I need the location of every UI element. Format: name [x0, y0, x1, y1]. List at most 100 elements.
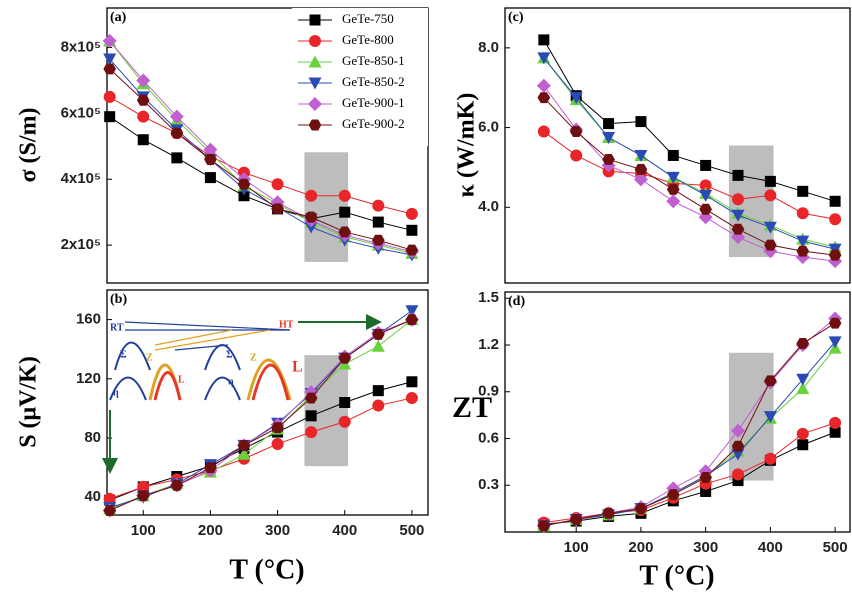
- inset-label: HT: [279, 319, 294, 330]
- inset-label: η: [113, 387, 119, 398]
- inset-line: [154, 329, 233, 346]
- marker: [797, 185, 809, 197]
- marker: [569, 514, 583, 526]
- marker: [666, 194, 681, 209]
- marker: [796, 337, 810, 349]
- marker: [405, 314, 419, 326]
- marker: [634, 503, 648, 515]
- marker: [796, 245, 810, 257]
- marker: [204, 154, 217, 165]
- marker: [829, 195, 841, 207]
- inset-line: [124, 321, 291, 331]
- inset-band: [204, 344, 241, 371]
- marker: [536, 78, 551, 93]
- marker: [634, 163, 648, 175]
- y-axis-label: ZT: [452, 391, 492, 424]
- marker: [204, 172, 216, 184]
- marker: [304, 211, 318, 223]
- panel-label: (c): [508, 10, 524, 25]
- marker: [828, 317, 842, 329]
- marker: [700, 485, 712, 497]
- marker: [137, 480, 150, 493]
- x-tick-label: 300: [693, 539, 718, 556]
- legend-label: GeTe-850-2: [342, 74, 405, 89]
- marker: [699, 189, 713, 202]
- marker: [103, 90, 116, 103]
- marker: [170, 127, 184, 139]
- marker: [305, 426, 318, 439]
- marker: [372, 199, 385, 212]
- legend-label: GeTe-800: [342, 32, 394, 47]
- legend-label: GeTe-900-1: [342, 95, 405, 110]
- marker: [305, 189, 318, 202]
- series-line: [109, 310, 413, 509]
- marker: [338, 189, 351, 202]
- marker: [732, 468, 745, 481]
- marker: [405, 207, 418, 220]
- marker: [666, 183, 680, 195]
- y-axis-label: κ (W/mK): [454, 93, 480, 198]
- marker: [569, 92, 583, 105]
- y-tick-label: 4.0: [478, 198, 499, 215]
- marker: [537, 125, 550, 138]
- marker: [170, 479, 184, 491]
- inset-label: Z: [250, 352, 257, 363]
- x-axis-label: T (°C): [229, 554, 304, 585]
- series-line: [109, 319, 413, 512]
- series-line: [543, 57, 836, 248]
- marker: [538, 34, 550, 46]
- marker: [635, 116, 647, 128]
- legend-marker: [309, 14, 321, 26]
- y-tick-label: 1.2: [478, 336, 499, 353]
- marker: [634, 149, 648, 162]
- y-tick-label: 6.0: [478, 119, 499, 136]
- inset-band: [153, 371, 182, 401]
- marker: [764, 175, 776, 187]
- x-tick-label: 500: [823, 539, 848, 556]
- inset-band: [109, 376, 147, 401]
- marker: [102, 33, 117, 48]
- marker: [339, 206, 351, 218]
- series-line: [543, 97, 836, 256]
- marker: [699, 179, 712, 192]
- y-axis-label: σ (S/m): [16, 107, 42, 182]
- marker: [667, 149, 679, 161]
- marker: [136, 94, 150, 106]
- legend-marker: [309, 35, 321, 47]
- marker: [405, 305, 419, 318]
- x-axis-label: T (°C): [639, 560, 714, 591]
- y-axis-label: S (μV/K): [16, 356, 42, 448]
- marker: [171, 152, 183, 164]
- inset-band: [114, 341, 151, 371]
- marker: [371, 339, 385, 352]
- series-line: [109, 319, 413, 512]
- x-tick-label: 400: [758, 539, 783, 556]
- y-tick-label: 80: [84, 429, 101, 446]
- y-tick-label: 1.5: [478, 289, 499, 306]
- marker: [371, 328, 385, 340]
- plot-frame: [504, 7, 851, 284]
- inset-label: L: [292, 359, 303, 376]
- marker: [238, 190, 250, 202]
- marker: [103, 505, 117, 517]
- y-tick-label: 0.9: [478, 383, 499, 400]
- marker: [136, 73, 151, 88]
- y-tick-label: 160: [76, 311, 101, 328]
- marker: [103, 492, 116, 505]
- marker: [764, 452, 777, 465]
- series-line: [109, 96, 413, 215]
- series-line: [543, 318, 836, 527]
- marker: [699, 203, 712, 215]
- marker: [338, 226, 352, 238]
- series-line: [543, 85, 836, 262]
- inset-line: [154, 329, 271, 351]
- x-tick-label: 300: [265, 522, 290, 539]
- plot-frame: [504, 291, 851, 533]
- legend-label: GeTe-900-2: [342, 116, 405, 131]
- marker: [796, 235, 810, 248]
- series-line: [543, 341, 836, 527]
- marker: [732, 475, 744, 487]
- legend-label: GeTe-850-1: [342, 53, 405, 68]
- panel-label: (d): [508, 294, 525, 309]
- marker: [700, 159, 712, 171]
